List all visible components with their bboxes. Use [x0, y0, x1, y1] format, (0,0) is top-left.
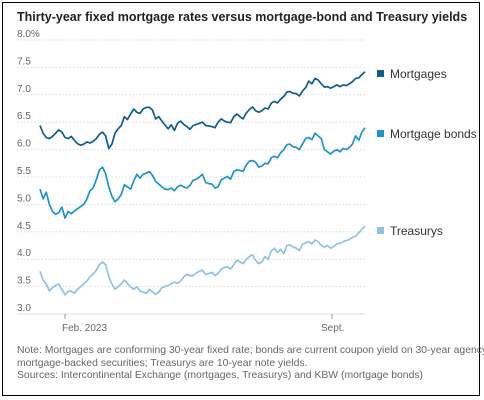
y-tick-label: 8.0% — [17, 29, 40, 40]
gridlines — [17, 39, 365, 315]
legend-label: Treasurys — [390, 224, 443, 238]
legend-swatch — [377, 130, 384, 137]
legend: Mortgages Mortgage bonds Treasurys — [377, 67, 477, 238]
y-tick-label: 7.0 — [17, 84, 31, 95]
series-line-mortgage-bonds — [39, 127, 366, 219]
note-line-3: Sources: Intercontinental Exchange (mort… — [17, 370, 424, 382]
y-tick-label: 4.0 — [17, 248, 31, 259]
legend-label: Mortgages — [390, 67, 447, 81]
series-line-mortgages — [39, 71, 366, 150]
legend-label: Mortgage bonds — [390, 127, 477, 141]
y-tick-label: 6.5 — [17, 111, 31, 122]
series-line-treasurys — [39, 225, 366, 296]
note-line-1: Note: Mortgages are conforming 30-year f… — [17, 345, 484, 356]
x-tick-label: Sept. — [321, 323, 344, 334]
y-tick-label: 5.0 — [17, 193, 31, 204]
y-tick-label: 3.5 — [17, 276, 31, 287]
y-tick-label: 4.5 — [17, 221, 31, 232]
y-tick-label: 6.0 — [17, 139, 31, 150]
legend-swatch — [377, 70, 384, 77]
note-line-2: mortgage-backed securities; Treasurys ar… — [17, 357, 308, 369]
chart-notes: Note: Mortgages are conforming 30-year f… — [17, 345, 484, 383]
y-axis-tick-labels: 8.0% 7.5 7.0 6.5 6.0 5.5 5.0 4.5 4.0 3.5 3.0 — [17, 29, 40, 314]
legend-swatch — [377, 227, 384, 234]
x-tick-label: Feb. 2023 — [62, 323, 107, 334]
y-tick-label: 5.5 — [17, 166, 31, 177]
x-axis-tick-labels: Feb. 2023 Sept. — [62, 314, 344, 334]
y-tick-label: 7.5 — [17, 56, 31, 67]
series-lines — [39, 71, 366, 296]
chart-title: Thirty-year fixed mortgage rates versus … — [17, 10, 468, 24]
y-tick-label: 3.0 — [17, 303, 31, 314]
